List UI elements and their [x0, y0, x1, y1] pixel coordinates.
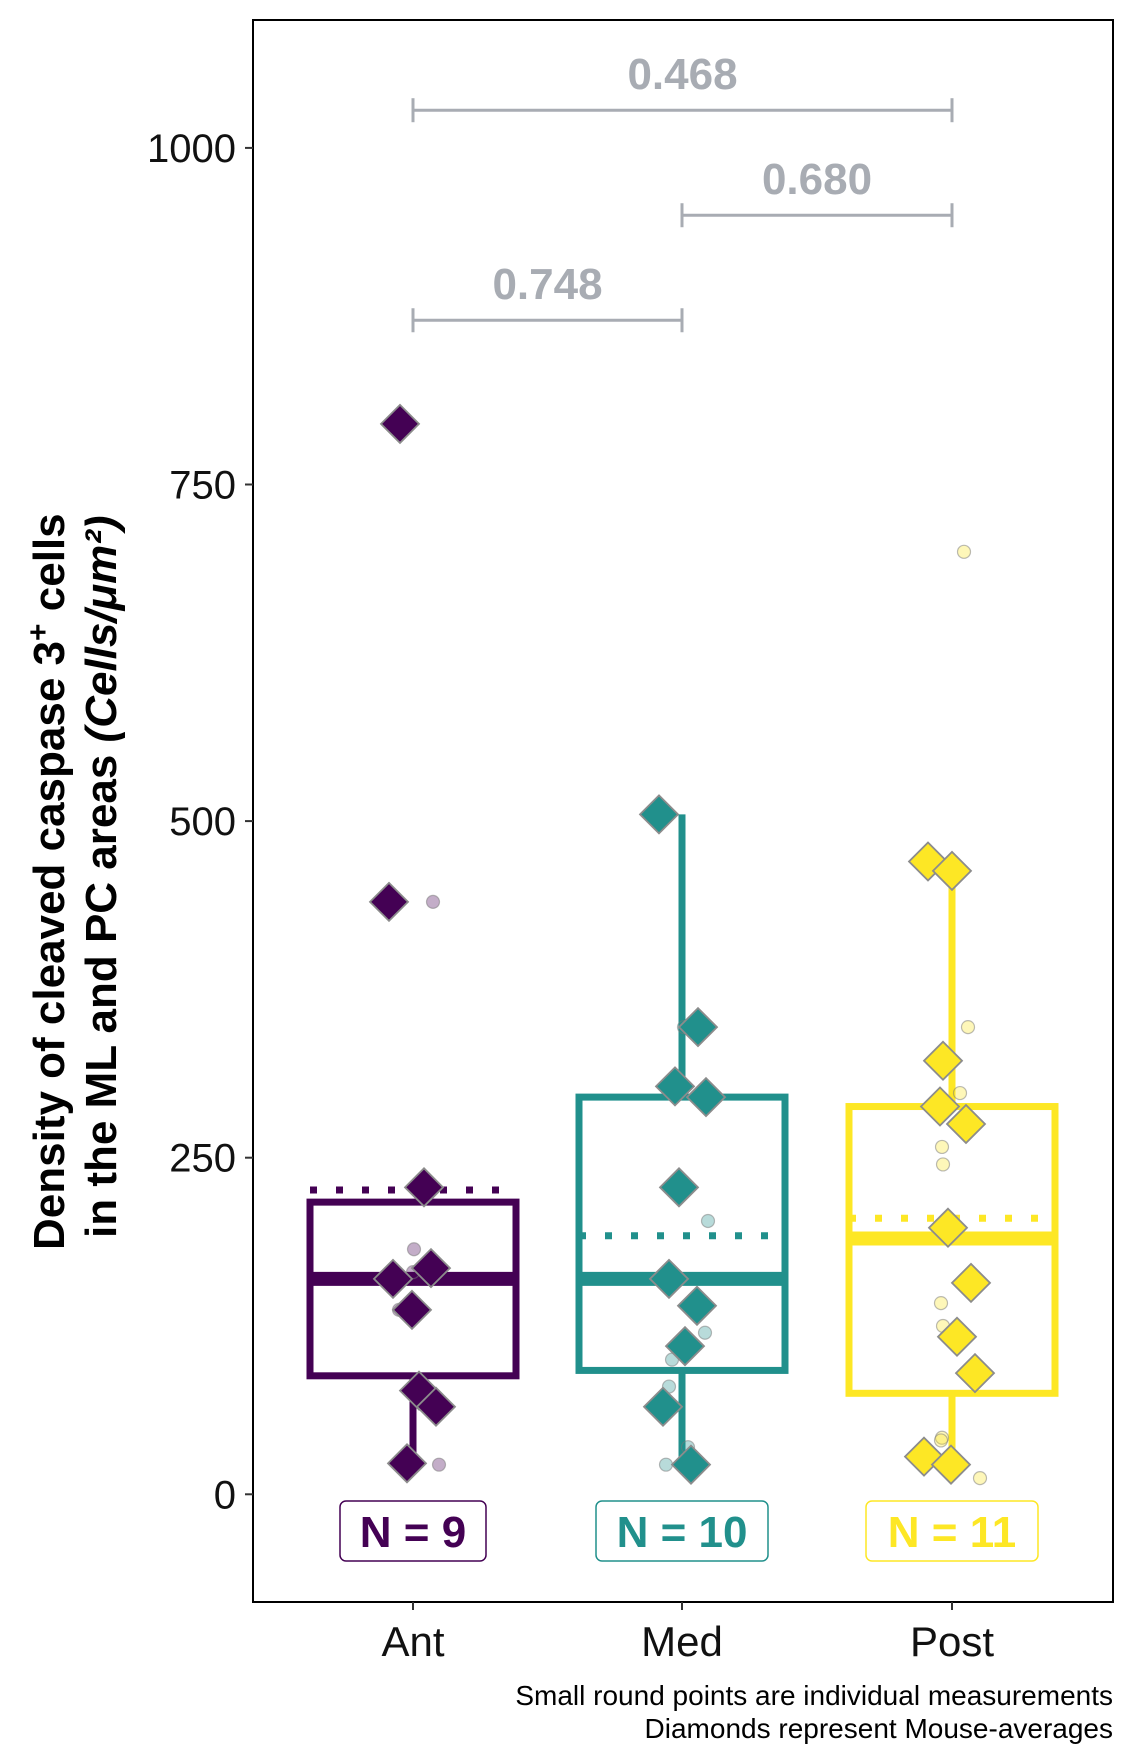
y-axis-title-units: (Cells/μm²) [77, 515, 126, 742]
mouse-average-diamond [936, 1316, 978, 1358]
mouse-average-diamond [368, 881, 410, 923]
mouse-average-diamond [950, 1262, 992, 1304]
mouse-average-diamond [930, 1444, 972, 1485]
caption-line1: Small round points are individual measur… [515, 1680, 1113, 1711]
y-axis-title: Density of cleaved caspase 3+ cells in t… [22, 513, 126, 1250]
mouse-average-diamond [403, 1167, 445, 1208]
y-axis: 0 250 500 750 1000 [147, 127, 253, 1517]
mouse-average-diamond [954, 1352, 996, 1394]
n-label-post: N = 11 [865, 1500, 1039, 1562]
mouse-average-diamond [945, 1103, 987, 1145]
measurement-point [658, 1457, 674, 1472]
sample-size-labels: N = 9 N = 10 N = 11 [339, 1500, 1039, 1562]
measurement-point [406, 1242, 422, 1257]
mouse-average-diamond [391, 1289, 433, 1331]
comparison-bracket: 0.468 [411, 50, 954, 123]
measurement-point [972, 1471, 988, 1486]
mouse-average-diamond [922, 1040, 964, 1082]
mouse-average-diamond [677, 1006, 719, 1048]
x-tick-label-post: Post [910, 1618, 994, 1665]
mouse-average-diamond [654, 1066, 696, 1107]
n-label-text: N = 11 [888, 1508, 1016, 1557]
x-tick-label-ant: Ant [381, 1618, 444, 1665]
measurement-point [933, 1433, 949, 1448]
y-axis-title-superscript: + [22, 623, 55, 641]
n-label-box [595, 1500, 769, 1562]
comparison-bracket: 0.680 [680, 155, 954, 228]
mouse-average-diamond [379, 403, 421, 445]
mouse-average-diamond [658, 1167, 700, 1208]
box-post [845, 861, 1059, 1465]
measurement-point [697, 1325, 713, 1340]
caption-line2: Diamonds represent Mouse-averages [645, 1713, 1113, 1744]
comparison-brackets: 0.468 0.680 0.748 [411, 50, 954, 333]
mouse-average-diamond [648, 1258, 690, 1300]
measurement-point [700, 1213, 716, 1229]
n-label-text: N = 9 [360, 1508, 466, 1557]
mouse-average-diamond [685, 1076, 727, 1118]
x-axis: Ant Med Post [381, 1602, 994, 1665]
measurement-point [431, 1457, 447, 1472]
box-iqr [306, 1198, 520, 1380]
y-axis-title-line2: in the ML and PC areas (Cells/μm²) [77, 515, 126, 1238]
measurement-point [934, 1139, 950, 1155]
n-label-box [865, 1500, 1039, 1562]
mouse-average-diamond [372, 1258, 414, 1300]
measurement-point [935, 1157, 951, 1172]
n-label-med: N = 10 [595, 1500, 769, 1562]
n-label-ant: N = 9 [339, 1500, 487, 1562]
mouse-average-diamond [919, 1086, 961, 1127]
comparison-p-value: 0.748 [492, 260, 602, 309]
mouse-average-diamond [664, 1325, 706, 1367]
measurement-point [952, 1085, 968, 1101]
n-label-box [339, 1500, 487, 1562]
y-tick-label-250: 250 [169, 1137, 236, 1181]
mouse-average-diamond [415, 1386, 457, 1428]
box-med [575, 814, 789, 1465]
mouse-average-diamond [927, 1207, 969, 1248]
y-tick-label-500: 500 [169, 800, 236, 844]
data-points [368, 403, 996, 1486]
y-axis-title-line1: Density of cleaved caspase 3+ cells [22, 513, 74, 1250]
y-tick-label-1000: 1000 [147, 127, 236, 171]
mouse-average-diamond [670, 1444, 712, 1485]
measurement-point [933, 1296, 949, 1311]
comparison-bracket: 0.748 [411, 260, 684, 333]
n-label-text: N = 10 [617, 1508, 748, 1557]
x-tick-label-med: Med [641, 1618, 723, 1665]
measurement-point [425, 894, 441, 909]
comparison-p-value: 0.680 [762, 155, 872, 204]
y-tick-label-750: 750 [169, 464, 236, 508]
mouse-average-diamond [638, 794, 680, 835]
box-plots [306, 814, 1059, 1465]
mouse-average-diamond [676, 1285, 718, 1327]
mouse-average-diamond [410, 1247, 452, 1289]
measurement-point [956, 544, 972, 559]
comparison-p-value: 0.468 [627, 50, 737, 99]
mouse-average-diamond [931, 850, 973, 892]
y-tick-label-0: 0 [214, 1473, 236, 1517]
mouse-average-diamond [642, 1386, 684, 1428]
mouse-average-diamond [386, 1443, 428, 1484]
measurement-point [960, 1019, 976, 1035]
